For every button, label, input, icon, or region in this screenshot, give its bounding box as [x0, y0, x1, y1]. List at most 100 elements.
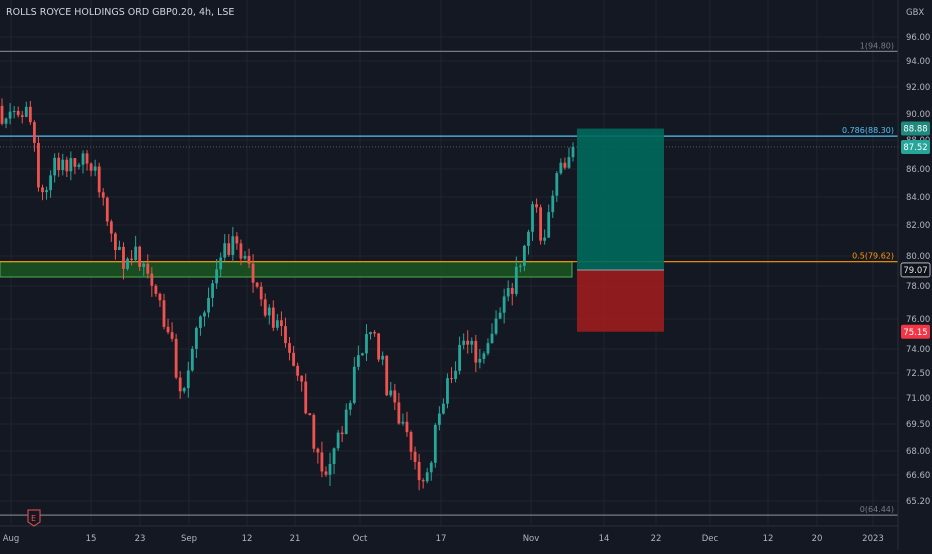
candle-body: [312, 415, 316, 449]
x-tick-label: 21: [290, 534, 301, 544]
candle-body: [203, 312, 206, 317]
candle-body: [284, 326, 287, 344]
price-badge-current: [901, 139, 930, 154]
candle-body: [486, 343, 490, 354]
price-badge-entry: [900, 262, 931, 278]
candle-body: [235, 236, 239, 244]
candle-body: [340, 432, 344, 435]
candle-body: [89, 163, 93, 171]
y-tick-label: 71.00: [906, 394, 930, 404]
candle-body: [211, 283, 214, 298]
x-tick-label: 20: [812, 534, 823, 544]
candle-body: [425, 472, 429, 482]
x-tick-label: 15: [86, 534, 97, 544]
candle-body: [243, 255, 247, 259]
candle-body: [535, 204, 538, 208]
candle-body: [219, 257, 223, 270]
y-tick-label: 74.00: [906, 345, 930, 355]
candle-body: [518, 265, 522, 267]
candle-body: [69, 158, 73, 172]
candle-body: [267, 307, 271, 316]
candle-body: [328, 463, 332, 475]
candle-body: [373, 332, 376, 334]
candle-body: [300, 375, 304, 382]
candle-body: [138, 246, 142, 267]
candle-body: [551, 195, 555, 213]
candle-body: [61, 159, 65, 171]
x-tick-label: 22: [651, 534, 662, 544]
candle-body: [369, 332, 372, 335]
candle-body: [385, 355, 389, 396]
candle-body: [231, 236, 235, 255]
candle-body: [170, 332, 174, 339]
candle-body: [389, 390, 393, 396]
long-position-tool[interactable]: [577, 128, 664, 332]
candle-body: [122, 246, 125, 269]
candle-body: [158, 293, 162, 301]
earnings-marker[interactable]: E: [27, 509, 41, 527]
y-tick-label: 90.00: [906, 110, 930, 120]
candle-body: [393, 390, 397, 403]
candle-body: [417, 461, 421, 481]
x-tick-label: Oct: [353, 534, 368, 544]
y-tick-label: 86.00: [906, 165, 930, 175]
candle-body: [413, 451, 417, 462]
candle-body: [93, 166, 97, 171]
y-tick-label: 92.00: [906, 83, 930, 93]
candle-body: [324, 471, 328, 475]
candle-body: [24, 106, 28, 117]
candle-body: [308, 413, 312, 416]
x-tick-label: 2023: [862, 534, 884, 544]
candle-body: [288, 343, 291, 353]
candle-body: [85, 153, 89, 164]
candle-body: [563, 162, 567, 168]
earnings-icon[interactable]: [27, 509, 41, 527]
y-tick-label: 94.00: [906, 57, 930, 67]
candle-body: [523, 245, 526, 266]
x-tick-label: 14: [599, 534, 610, 544]
price-badges: 88.88 87.52 79.07 75.15: [900, 121, 931, 339]
overlay-zones: [0, 261, 573, 278]
candle-body: [166, 326, 170, 333]
candle-body: [77, 164, 81, 167]
price-badge-label: 87.52: [903, 143, 927, 153]
candle-body: [446, 378, 449, 404]
support-zone[interactable]: [0, 261, 573, 278]
candle-body: [514, 266, 518, 294]
price-badge-label: 75.15: [903, 328, 927, 338]
candle-body: [502, 296, 506, 313]
candle-body: [381, 355, 385, 360]
x-tick-label: Dec: [702, 534, 719, 544]
candle-body: [429, 462, 433, 473]
candle-body: [57, 157, 61, 171]
target-zone[interactable]: [577, 128, 664, 270]
y-tick-label: 72.50: [906, 369, 930, 379]
candle-body: [356, 355, 360, 367]
x-tick-label: Sep: [181, 534, 197, 544]
candle-body: [130, 258, 133, 261]
candle-body: [4, 118, 8, 124]
candle-body: [142, 263, 146, 267]
price-axis[interactable]: 65.20 66.60 68.00 69.50 71.00 72.50 74.00 76.00…: [906, 33, 930, 507]
price-badge-label: 88.88: [903, 125, 927, 135]
earnings-label: E: [31, 514, 36, 523]
candle-body: [405, 421, 409, 433]
candle-body: [223, 243, 227, 258]
candle-body: [20, 115, 24, 117]
y-tick-label: 65.20: [906, 497, 930, 507]
candle-body: [215, 269, 219, 284]
candle-body: [316, 448, 320, 453]
candle-body: [49, 175, 52, 191]
stop-zone[interactable]: [577, 269, 664, 332]
candle-body: [32, 122, 36, 143]
candle-body: [437, 413, 441, 425]
price-badge-label: 79.07: [903, 266, 927, 276]
time-axis[interactable]: Aug 15 23 Sep 12 21 Oct 17 Nov 14 22 Dec 12 20 2023: [3, 534, 884, 544]
candle-body: [113, 233, 117, 251]
candle-body: [336, 432, 340, 449]
candle-body: [263, 299, 267, 316]
candle-body: [280, 320, 283, 327]
candle-body: [109, 221, 113, 234]
candle-body: [571, 146, 575, 158]
